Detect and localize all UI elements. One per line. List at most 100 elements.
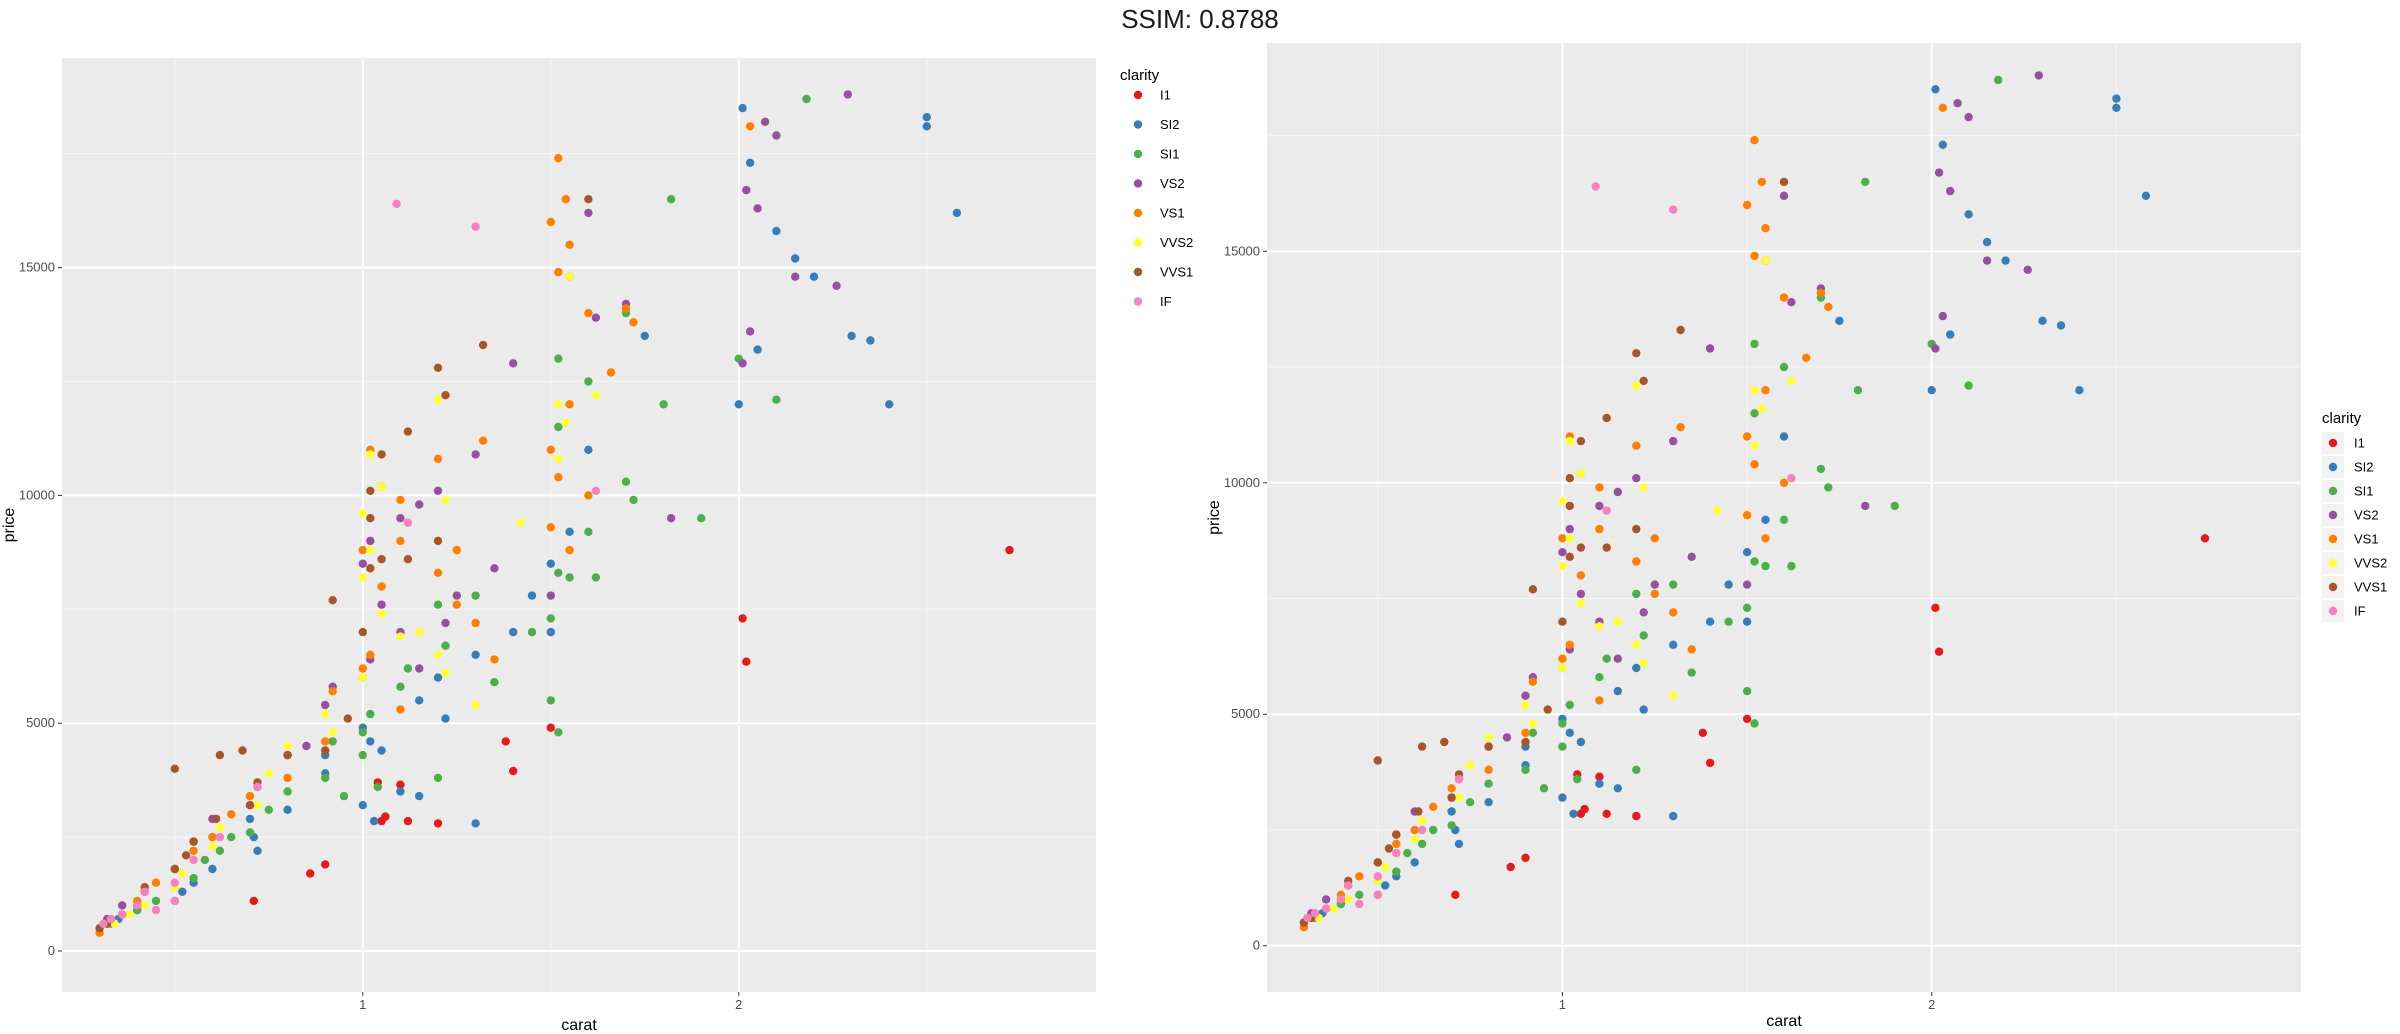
point-vs2 (742, 185, 751, 195)
point-vvs1 (283, 750, 292, 760)
legend-title: clarity (2322, 410, 2362, 427)
point-vvs1 (1440, 737, 1449, 747)
point-vs1 (151, 878, 161, 887)
point-vs1 (1632, 557, 1641, 566)
point-vs1 (396, 495, 405, 505)
point-si1 (1890, 501, 1900, 511)
point-si2 (2112, 94, 2121, 103)
point-vs1 (1750, 251, 1759, 261)
point-si2 (1669, 640, 1678, 649)
point-vvs1 (245, 801, 255, 810)
point-si1 (554, 728, 563, 737)
point-si1 (1750, 557, 1759, 566)
point-si1 (1687, 668, 1696, 677)
point-i1 (738, 614, 747, 623)
point-vvs2 (215, 823, 225, 833)
point-si1 (1602, 654, 1611, 663)
point-si2 (1705, 617, 1715, 626)
point-i1 (1931, 603, 1940, 612)
point-if (253, 782, 262, 792)
point-vvs2 (208, 842, 217, 851)
point-vs2 (1595, 501, 1604, 511)
point-si2 (584, 445, 593, 454)
point-vvs2 (1558, 497, 1567, 506)
point-vs1 (245, 791, 255, 801)
point-vs1 (396, 536, 405, 546)
point-vs1 (1802, 353, 1811, 362)
point-si2 (791, 254, 800, 263)
point-if (151, 905, 161, 915)
point-vvs1 (1602, 543, 1611, 552)
point-vs1 (745, 122, 755, 131)
legend-key-vs2 (2328, 510, 2338, 520)
point-vs2 (1934, 168, 1944, 177)
point-si1 (1558, 742, 1567, 751)
point-if (1417, 825, 1427, 835)
point-si2 (1931, 85, 1940, 94)
point-i1 (1451, 890, 1460, 899)
point-si2 (527, 591, 537, 600)
point-if (215, 832, 225, 842)
y-tick-label: 10000 (19, 487, 55, 502)
point-vs2 (1953, 99, 1962, 108)
point-vvs1 (1484, 742, 1493, 751)
point-vvs1 (366, 514, 375, 523)
point-vvs1 (1565, 552, 1575, 561)
point-si1 (1595, 673, 1604, 682)
point-vs1 (1558, 534, 1567, 543)
legend-key-if (2328, 606, 2338, 616)
point-vvs1 (1779, 177, 1789, 187)
point-vvs2 (178, 869, 187, 878)
point-si1 (659, 400, 668, 409)
point-si1 (215, 846, 225, 855)
legend-key-vs2 (1133, 179, 1143, 188)
point-si2 (1565, 728, 1575, 737)
point-si1 (366, 709, 375, 719)
point-vs1 (433, 454, 443, 464)
point-vs1 (452, 545, 461, 555)
point-si1 (565, 573, 574, 582)
point-vvs2 (358, 509, 367, 518)
point-vvs2 (1757, 404, 1767, 413)
point-vs1 (565, 400, 574, 409)
point-vvs1 (1447, 793, 1456, 802)
point-vvs2 (471, 700, 480, 710)
point-si2 (1558, 793, 1567, 802)
point-vvs1 (238, 746, 247, 755)
point-vvs2 (1576, 469, 1586, 478)
legend-label: SI2 (2354, 460, 2374, 475)
point-vvs1 (366, 486, 375, 495)
point-si1 (629, 495, 638, 505)
point-vvs2 (396, 632, 405, 641)
point-if (1321, 904, 1331, 913)
point-if (106, 914, 116, 924)
point-vvs1 (1373, 756, 1383, 765)
point-vvs2 (377, 482, 386, 491)
point-vs2 (2023, 265, 2032, 274)
point-vs2 (772, 131, 781, 140)
point-i1 (1742, 714, 1752, 724)
point-vs1 (1816, 288, 1826, 298)
point-si2 (245, 814, 255, 824)
legend-key-si2 (2328, 462, 2338, 472)
point-vs1 (1938, 103, 1948, 113)
point-vvs1 (328, 596, 337, 605)
point-si2 (1938, 140, 1948, 149)
legend-key-vvs2 (1133, 238, 1143, 247)
point-vs1 (1761, 224, 1770, 233)
point-vvs2 (1417, 816, 1427, 825)
point-si1 (1632, 589, 1641, 599)
point-vvs2 (561, 418, 570, 427)
point-vvs1 (170, 864, 179, 874)
point-si2 (1576, 737, 1586, 747)
point-vs1 (606, 368, 616, 377)
point-si1 (802, 94, 811, 104)
point-vs2 (832, 281, 841, 290)
point-vs1 (1650, 534, 1660, 543)
point-if (1392, 848, 1401, 858)
point-if (1303, 913, 1312, 923)
point-vs2 (1964, 112, 1973, 122)
point-si2 (809, 272, 819, 281)
point-vs2 (471, 450, 480, 459)
